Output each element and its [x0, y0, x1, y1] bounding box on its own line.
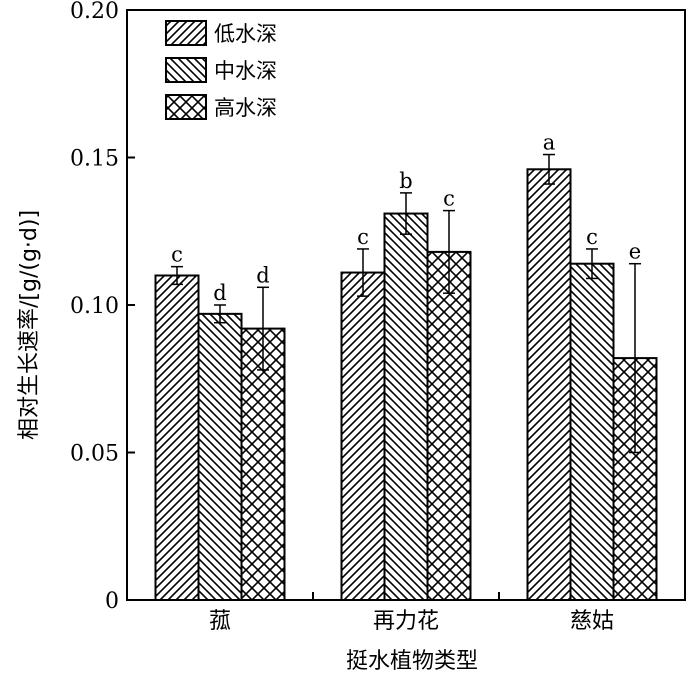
x-tick-label: 慈姑	[570, 609, 614, 634]
significance-label: a	[543, 131, 556, 155]
y-tick-label: 0.15	[70, 147, 119, 172]
legend-swatch	[165, 94, 207, 120]
bar	[383, 212, 429, 602]
x-axis: 菰 再力花 慈姑	[209, 592, 614, 634]
x-tick-label: 再力花	[373, 609, 439, 634]
significance-label: c	[443, 187, 455, 211]
significance-label: c	[586, 225, 598, 249]
bar	[197, 312, 243, 601]
legend-swatch	[165, 57, 207, 83]
legend-label: 低水深	[214, 22, 277, 46]
significance-label: e	[629, 240, 641, 264]
y-axis-label: 相对生长速率/[g/(g·d)]	[17, 210, 42, 440]
x-axis-label: 挺水植物类型	[346, 649, 478, 674]
y-axis: 0 0.05 0.10 0.15 0.20	[70, 0, 135, 614]
y-tick-label: 0.20	[70, 0, 119, 24]
legend-label: 高水深	[214, 96, 277, 120]
significance-label: d	[213, 281, 226, 305]
y-tick-label: 0.05	[70, 442, 119, 467]
legend-label: 中水深	[214, 59, 277, 83]
bar	[154, 274, 200, 601]
y-tick-label: 0	[105, 589, 119, 614]
significance-label: c	[171, 243, 183, 267]
x-tick-label: 菰	[209, 609, 231, 634]
legend-swatch	[165, 20, 207, 46]
significance-label: c	[357, 225, 369, 249]
bar	[240, 327, 286, 601]
bars: c d d c b c a c e	[154, 131, 658, 602]
y-tick-label: 0.10	[70, 294, 119, 319]
bar	[340, 271, 386, 601]
bar	[426, 250, 472, 601]
bar	[569, 262, 615, 601]
bar	[526, 168, 572, 602]
significance-label: b	[399, 169, 412, 193]
significance-label: d	[256, 263, 269, 287]
